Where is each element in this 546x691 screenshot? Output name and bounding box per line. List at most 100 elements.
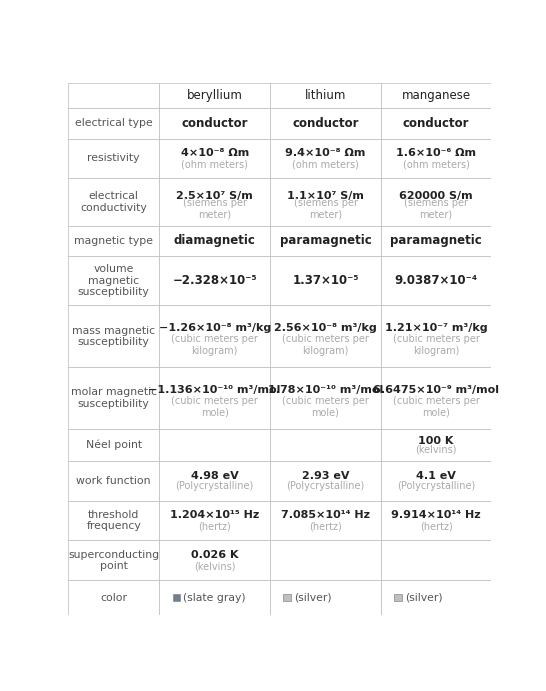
Text: −1.136×10⁻¹⁰ m³/mol: −1.136×10⁻¹⁰ m³/mol xyxy=(149,385,281,395)
Bar xyxy=(159,138,270,178)
Text: (ohm meters): (ohm meters) xyxy=(292,159,359,169)
Text: (silver): (silver) xyxy=(405,593,443,603)
Text: (siemens per
meter): (siemens per meter) xyxy=(404,198,468,220)
Text: (kelvins): (kelvins) xyxy=(194,561,235,571)
Text: 4.98 eV: 4.98 eV xyxy=(191,471,239,480)
Text: 1.6×10⁻⁶ Ωm: 1.6×10⁻⁶ Ωm xyxy=(396,149,476,158)
Bar xyxy=(270,108,381,138)
Bar xyxy=(68,580,159,615)
Text: 620000 S/m: 620000 S/m xyxy=(399,191,473,201)
Bar xyxy=(68,178,159,226)
Text: (kelvins): (kelvins) xyxy=(416,444,457,455)
Bar xyxy=(68,540,159,580)
Text: (Polycrystalline): (Polycrystalline) xyxy=(397,482,476,491)
Bar xyxy=(270,461,381,500)
Bar xyxy=(68,305,159,368)
Bar xyxy=(381,580,491,615)
Bar xyxy=(381,108,491,138)
Bar xyxy=(381,178,491,226)
Text: 2.5×10⁷ S/m: 2.5×10⁷ S/m xyxy=(176,191,253,201)
Text: superconducting
point: superconducting point xyxy=(68,549,159,571)
Bar xyxy=(270,500,381,540)
Bar xyxy=(394,594,402,601)
Bar xyxy=(381,305,491,368)
Text: molar magnetic
susceptibility: molar magnetic susceptibility xyxy=(70,388,157,409)
Text: 4.1 eV: 4.1 eV xyxy=(416,471,456,480)
Bar xyxy=(270,429,381,461)
Bar xyxy=(68,108,159,138)
Bar xyxy=(159,461,270,500)
Bar xyxy=(381,83,491,108)
Bar xyxy=(283,594,291,601)
Text: 1.1×10⁷ S/m: 1.1×10⁷ S/m xyxy=(287,191,364,201)
Bar xyxy=(381,429,491,461)
Text: 1.204×10¹⁵ Hz: 1.204×10¹⁵ Hz xyxy=(170,511,259,520)
Bar xyxy=(270,83,381,108)
Bar xyxy=(68,461,159,500)
Bar xyxy=(159,540,270,580)
Text: 6.6475×10⁻⁹ m³/mol: 6.6475×10⁻⁹ m³/mol xyxy=(373,385,499,395)
Text: volume
magnetic
susceptibility: volume magnetic susceptibility xyxy=(78,264,150,297)
Text: (hertz): (hertz) xyxy=(420,521,453,531)
Text: magnetic type: magnetic type xyxy=(74,236,153,246)
Text: 9.914×10¹⁴ Hz: 9.914×10¹⁴ Hz xyxy=(391,511,481,520)
Text: 0.026 K: 0.026 K xyxy=(191,550,239,560)
Bar xyxy=(381,540,491,580)
Bar xyxy=(173,594,180,601)
Text: electrical
conductivity: electrical conductivity xyxy=(80,191,147,213)
Bar xyxy=(68,256,159,305)
Bar xyxy=(159,580,270,615)
Bar xyxy=(159,226,270,256)
Text: (hertz): (hertz) xyxy=(198,521,231,531)
Text: (cubic meters per
kilogram): (cubic meters per kilogram) xyxy=(282,334,369,356)
Bar xyxy=(381,461,491,500)
Bar xyxy=(381,138,491,178)
Bar xyxy=(270,138,381,178)
Text: (cubic meters per
mole): (cubic meters per mole) xyxy=(171,397,258,418)
Text: 9.0387×10⁻⁴: 9.0387×10⁻⁴ xyxy=(395,274,478,287)
Text: 2.93 eV: 2.93 eV xyxy=(302,471,349,480)
Bar xyxy=(270,226,381,256)
Text: (siemens per
meter): (siemens per meter) xyxy=(294,198,358,220)
Text: −2.328×10⁻⁵: −2.328×10⁻⁵ xyxy=(173,274,257,287)
Bar xyxy=(68,83,159,108)
Bar xyxy=(381,256,491,305)
Text: (cubic meters per
kilogram): (cubic meters per kilogram) xyxy=(393,334,479,356)
Bar xyxy=(270,540,381,580)
Text: electrical type: electrical type xyxy=(75,118,153,129)
Text: paramagnetic: paramagnetic xyxy=(390,234,482,247)
Text: (ohm meters): (ohm meters) xyxy=(181,159,248,169)
Text: (cubic meters per
mole): (cubic meters per mole) xyxy=(282,397,369,418)
Bar xyxy=(159,256,270,305)
Bar xyxy=(159,108,270,138)
Text: conductor: conductor xyxy=(292,117,359,130)
Bar xyxy=(270,256,381,305)
Bar xyxy=(68,500,159,540)
Text: (ohm meters): (ohm meters) xyxy=(403,159,470,169)
Bar xyxy=(159,178,270,226)
Text: threshold
frequency: threshold frequency xyxy=(86,510,141,531)
Text: (hertz): (hertz) xyxy=(309,521,342,531)
Bar xyxy=(159,368,270,429)
Text: 1.37×10⁻⁵: 1.37×10⁻⁵ xyxy=(292,274,359,287)
Text: resistivity: resistivity xyxy=(87,153,140,164)
Text: 1.21×10⁻⁷ m³/kg: 1.21×10⁻⁷ m³/kg xyxy=(385,323,488,333)
Text: work function: work function xyxy=(76,475,151,486)
Text: (Polycrystalline): (Polycrystalline) xyxy=(175,482,254,491)
Text: mass magnetic
susceptibility: mass magnetic susceptibility xyxy=(72,325,155,347)
Text: (silver): (silver) xyxy=(294,593,332,603)
Text: color: color xyxy=(100,593,127,603)
Text: 2.56×10⁻⁸ m³/kg: 2.56×10⁻⁸ m³/kg xyxy=(274,323,377,333)
Bar xyxy=(381,226,491,256)
Text: diamagnetic: diamagnetic xyxy=(174,234,256,247)
Bar xyxy=(159,305,270,368)
Text: beryllium: beryllium xyxy=(187,89,242,102)
Text: 100 K: 100 K xyxy=(418,436,454,446)
Bar xyxy=(159,500,270,540)
Text: conductor: conductor xyxy=(403,117,470,130)
Text: lithium: lithium xyxy=(305,89,346,102)
Text: 1.78×10⁻¹⁰ m³/mol: 1.78×10⁻¹⁰ m³/mol xyxy=(268,385,383,395)
Bar xyxy=(381,368,491,429)
Bar xyxy=(68,429,159,461)
Text: (cubic meters per
mole): (cubic meters per mole) xyxy=(393,397,479,418)
